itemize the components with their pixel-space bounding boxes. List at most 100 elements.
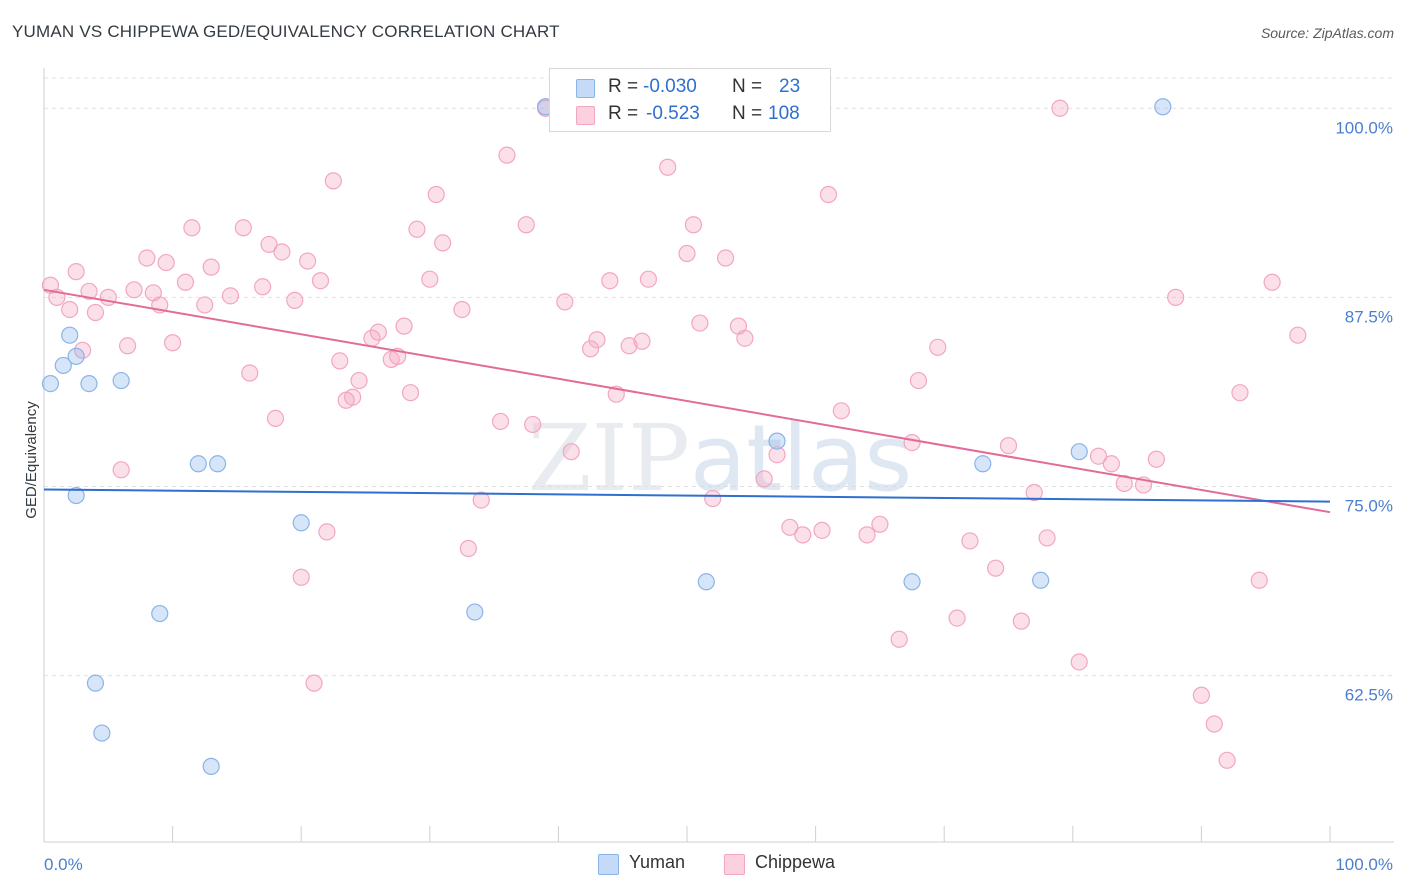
chippewa-point <box>453 300 471 319</box>
chippewa-point <box>266 409 285 427</box>
chippewa-point <box>639 270 658 288</box>
legend-r-label: R = <box>608 76 639 97</box>
chippewa-point <box>684 216 703 234</box>
chippewa-point <box>1192 686 1211 704</box>
chippewa-legend-label: Chippewa <box>755 852 836 872</box>
legend-n-label: N = <box>732 103 763 124</box>
yuman-point <box>209 455 227 473</box>
yuman-trend-line <box>43 488 1331 503</box>
chippewa-point <box>871 515 889 533</box>
chippewa-point <box>427 185 445 204</box>
legend-r-label: R = <box>608 103 639 124</box>
chippewa-point <box>350 371 368 390</box>
chippewa-point <box>344 388 362 406</box>
chippewa-point <box>125 281 143 299</box>
chippewa-point <box>286 291 304 309</box>
chippewa-point <box>73 341 92 359</box>
chippewa-point <box>524 415 542 434</box>
chippewa-point <box>491 412 510 431</box>
chippewa-point <box>1051 99 1069 117</box>
chippewa-point <box>241 364 259 382</box>
chippewa-point <box>755 470 773 488</box>
yuman-point <box>202 757 220 775</box>
chippewa-point <box>305 674 323 692</box>
chippewa-point <box>736 329 754 347</box>
chippewa-point <box>813 521 831 539</box>
correlation-legend: R = -0.030 N = 23 R = -0.523 N = 108 <box>549 68 831 132</box>
yuman-point <box>768 432 786 450</box>
chippewa-point <box>999 437 1018 455</box>
yuman-point <box>80 375 98 393</box>
chippewa-point <box>164 334 182 352</box>
chippewa-point <box>691 314 709 332</box>
y-tick-label: 62.5% <box>1345 686 1393 705</box>
chippewa-trend-line <box>43 288 1331 514</box>
chippewa-point <box>562 443 580 461</box>
chippewa-point <box>517 216 535 234</box>
y-axis-label: GED/Equivalency <box>23 401 40 519</box>
chippewa-point <box>1102 455 1120 473</box>
yuman-point <box>466 603 484 621</box>
trend-lines <box>43 288 1331 514</box>
yuman-point <box>67 486 85 505</box>
chippewa-point <box>929 338 947 356</box>
yuman-point <box>903 573 921 591</box>
chippewa-point <box>260 235 278 254</box>
y-tick-label: 87.5% <box>1345 307 1393 326</box>
chippewa-point <box>138 249 156 267</box>
tick-labels: 62.5% 75.0% 87.5% 100.0% 0.0% 100.0% GED/Equiv… <box>23 118 1393 874</box>
chippewa-point <box>331 352 349 370</box>
chippewa-point <box>1167 288 1185 306</box>
yuman-point <box>697 573 715 591</box>
chippewa-point <box>620 337 638 355</box>
y-tick-label: 75.0% <box>1345 496 1393 515</box>
chippewa-point <box>311 272 330 290</box>
chippewa-point <box>67 263 85 281</box>
yuman-point <box>54 356 72 375</box>
chippewa-point <box>472 491 490 509</box>
yuman-legend-label: Yuman <box>629 852 686 872</box>
legend-r-value: -0.030 <box>643 76 697 97</box>
axes <box>43 68 1394 843</box>
chippewa-point <box>601 272 619 290</box>
chippewa-point <box>794 526 812 544</box>
chippewa-point <box>633 332 651 350</box>
x-tick-label: 0.0% <box>44 855 83 874</box>
chippewa-point <box>903 434 921 452</box>
chippewa-point <box>909 371 928 390</box>
chippewa-point <box>581 340 600 358</box>
chippewa-point <box>716 249 735 267</box>
chippewa-point <box>61 300 79 319</box>
chippewa-point <box>498 146 516 164</box>
legend-row-chippewa: R = -0.523 N = 108 <box>550 101 830 129</box>
chippewa-point <box>118 337 137 355</box>
chippewa-point <box>157 253 175 272</box>
legend-r-value: -0.523 <box>646 103 700 124</box>
chippewa-point <box>99 288 117 306</box>
series-legend: Yuman Chippewa <box>0 852 1406 878</box>
chippewa-point <box>1012 612 1030 630</box>
y-tick-label: 100.0% <box>1335 118 1393 137</box>
chippewa-point <box>987 559 1005 577</box>
chippewa-legend-swatch <box>724 854 745 875</box>
chippewa-point <box>112 461 130 479</box>
chippewa-point <box>1289 326 1307 344</box>
chippewa-point <box>421 270 439 288</box>
chippewa-point <box>434 234 452 252</box>
yuman-point <box>151 604 169 623</box>
chippewa-point <box>273 243 291 261</box>
chippewa-point <box>961 532 979 550</box>
chippewa-point <box>1250 571 1268 589</box>
chippewa-point <box>1263 273 1281 291</box>
chippewa-point <box>196 296 214 314</box>
yuman-point <box>41 375 60 393</box>
chippewa-point <box>318 523 336 541</box>
chippewa-swatch <box>576 106 595 125</box>
chippewa-point <box>678 244 696 263</box>
chippewa-point <box>80 282 98 300</box>
chippewa-point <box>704 489 722 508</box>
chippewa-point <box>858 526 876 544</box>
chippewa-point <box>292 568 310 586</box>
chippewa-point <box>768 446 786 464</box>
